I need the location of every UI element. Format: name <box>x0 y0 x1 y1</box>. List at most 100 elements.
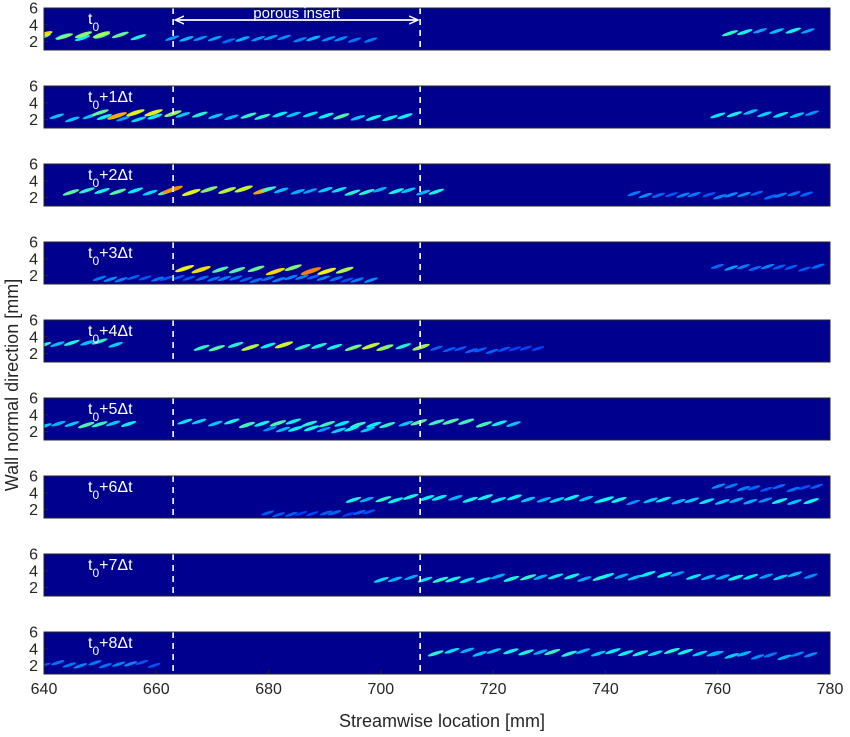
streak <box>617 650 634 657</box>
streak <box>344 425 360 432</box>
streak <box>444 647 460 654</box>
streak <box>626 499 641 506</box>
streak <box>671 498 686 505</box>
streak <box>300 267 322 276</box>
panel-2: 246 t0+2Δt <box>29 157 831 207</box>
streak <box>241 344 260 351</box>
streak <box>472 651 487 657</box>
streak <box>265 267 285 276</box>
streak <box>643 497 658 504</box>
y-tick-label: 6 <box>29 391 38 408</box>
streak <box>316 426 331 433</box>
streak <box>51 420 66 427</box>
streak <box>655 496 671 503</box>
y-tick-label: 6 <box>29 313 38 330</box>
streak <box>195 275 209 281</box>
streak <box>111 31 129 39</box>
streak <box>798 266 811 272</box>
streak <box>293 37 307 43</box>
streak <box>151 276 165 282</box>
streak <box>743 573 759 580</box>
panel-frame <box>43 475 831 519</box>
streak <box>303 425 320 432</box>
x-tick-label: 660 <box>143 681 170 698</box>
streak <box>318 112 334 119</box>
streak <box>44 342 52 349</box>
time-label: t0+1Δt <box>88 89 133 112</box>
streak <box>787 191 801 197</box>
streak <box>91 109 109 116</box>
streak <box>490 573 505 580</box>
streak <box>724 653 740 659</box>
panel-frame <box>43 397 831 441</box>
streak <box>193 35 208 42</box>
streak <box>773 111 789 118</box>
streak <box>676 192 690 198</box>
streak <box>773 574 788 581</box>
streak <box>442 347 456 353</box>
streak <box>605 648 621 655</box>
streak <box>665 192 678 198</box>
y-tick-label: 6 <box>29 625 38 642</box>
panel-3: 246 t0+3Δt <box>29 235 831 285</box>
streak <box>335 266 354 274</box>
streak <box>727 574 744 581</box>
streak <box>803 573 818 579</box>
streak <box>263 426 277 432</box>
streak <box>598 496 615 503</box>
streak <box>428 188 445 195</box>
streak <box>329 276 343 282</box>
streak <box>294 344 311 351</box>
streak <box>272 512 286 518</box>
y-tick-label: 6 <box>29 1 38 18</box>
streak <box>263 34 278 41</box>
streak <box>710 263 724 269</box>
streak <box>448 495 463 501</box>
streak <box>359 496 374 503</box>
streak <box>311 342 327 349</box>
streak <box>640 571 656 577</box>
streak <box>284 274 298 281</box>
streak <box>44 31 53 39</box>
streak <box>714 499 730 505</box>
y-tick-label: 4 <box>29 329 38 346</box>
streak <box>284 264 302 272</box>
panel-frame <box>43 631 831 675</box>
streak <box>269 420 287 427</box>
streak <box>651 192 665 198</box>
streak <box>518 649 534 656</box>
streak <box>98 663 112 669</box>
streak <box>103 276 118 282</box>
x-tick-label: 640 <box>31 681 58 698</box>
panel-background <box>44 242 830 284</box>
streak <box>65 116 80 123</box>
streak <box>713 194 727 200</box>
streak <box>412 343 430 351</box>
streak <box>729 497 744 503</box>
time-label: t0+3Δt <box>88 245 133 268</box>
streak <box>62 189 80 196</box>
streak <box>138 275 152 281</box>
streak <box>285 418 302 425</box>
streak <box>251 36 265 42</box>
streak <box>249 277 263 283</box>
streak <box>238 421 256 429</box>
x-axis-title: Streamwise location [mm] <box>339 711 545 731</box>
streak <box>474 347 487 353</box>
streak <box>748 265 762 271</box>
streak <box>491 420 508 427</box>
x-tick-label: 720 <box>480 681 507 698</box>
streak <box>771 498 788 504</box>
panel-background <box>44 164 830 206</box>
streak <box>476 577 491 583</box>
streak <box>316 275 331 281</box>
streak <box>64 421 80 427</box>
panel-background <box>44 320 830 362</box>
streak <box>165 35 180 41</box>
y-tick-label: 4 <box>29 173 38 190</box>
streak <box>181 188 201 197</box>
streak <box>328 510 342 516</box>
streak <box>544 648 561 656</box>
y-tick-label: 4 <box>29 485 38 502</box>
streak <box>239 276 253 282</box>
